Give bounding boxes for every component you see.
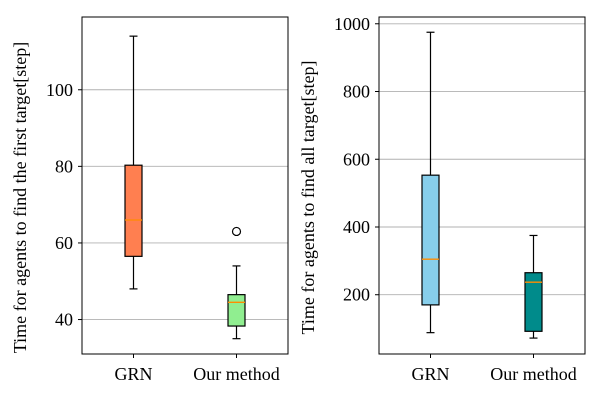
y-tick-label: 600 bbox=[343, 149, 370, 169]
plot-frame bbox=[81, 16, 289, 355]
x-tick-label: GRN bbox=[114, 364, 152, 384]
outlier-point bbox=[231, 226, 242, 237]
x-tick-label: GRN bbox=[411, 364, 449, 384]
y-tick-label: 1000 bbox=[334, 14, 370, 34]
y-tick-label: 800 bbox=[343, 82, 370, 102]
x-tick-label: Our method bbox=[490, 364, 576, 384]
y-axis-label: Time for agents to find all target[step] bbox=[298, 61, 318, 335]
box-group bbox=[421, 31, 440, 334]
iqr-box bbox=[227, 294, 246, 327]
left-box-plot-panel: 40 60 80 100 GRN Our method Time for agents to… bbox=[10, 16, 289, 384]
y-tick-label: 200 bbox=[343, 285, 370, 305]
y-tick-label: 40 bbox=[55, 310, 73, 330]
box-group bbox=[124, 35, 143, 290]
x-tick-label: Our method bbox=[193, 364, 279, 384]
y-tick-label: 80 bbox=[55, 156, 73, 176]
y-tick-label: 60 bbox=[55, 233, 73, 253]
y-tick-label: 100 bbox=[46, 80, 73, 100]
iqr-box bbox=[524, 272, 543, 332]
iqr-box bbox=[421, 174, 440, 306]
y-axis-label: Time for agents to find the first target… bbox=[10, 42, 30, 353]
iqr-box bbox=[124, 164, 143, 257]
right-box-plot-panel: 200 400 600 800 1000 GRN Our method Time for ag… bbox=[298, 14, 586, 384]
box-group bbox=[227, 226, 246, 340]
plot-frame bbox=[378, 16, 586, 355]
y-tick-label: 400 bbox=[343, 217, 370, 237]
box-group bbox=[524, 234, 543, 339]
